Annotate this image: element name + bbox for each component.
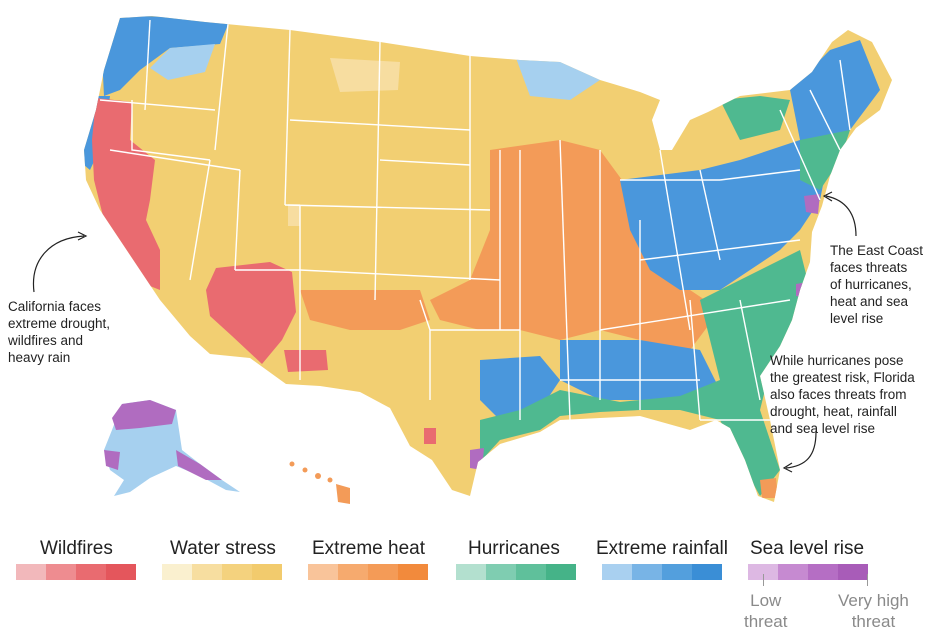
hawaii xyxy=(289,461,350,504)
legend-swatch xyxy=(486,564,516,580)
legend-extreme-heat: Extreme heat xyxy=(308,538,428,580)
legend-wildfires: Wildfires xyxy=(16,538,136,580)
region-upper-midwest-ice xyxy=(516,58,600,100)
region-pacific-northwest-rainfall xyxy=(100,16,230,96)
region-midwest-heat xyxy=(430,140,720,350)
legend-title: Sea level rise xyxy=(750,538,865,559)
california-annotation: California faces extreme drought, wildfi… xyxy=(8,299,111,365)
california-arrowhead xyxy=(77,231,88,241)
region-gulf-coast-sea-level xyxy=(470,448,484,470)
east-coast-annotation: The East Coast faces threats of hurrican… xyxy=(830,243,924,326)
legend-swatch xyxy=(546,564,576,580)
florida-arrow xyxy=(785,431,817,469)
east-coast-arrowhead xyxy=(822,191,833,202)
state-borders xyxy=(99,19,851,421)
legend-sea-level-rise: Sea level rise xyxy=(748,538,868,580)
legend-swatch xyxy=(192,564,222,580)
region-florida-keys-heat xyxy=(760,478,778,498)
legend-swatch xyxy=(838,564,868,580)
alaska-sea-level-north xyxy=(112,400,176,430)
region-new-england-hurricane xyxy=(800,130,850,190)
legend-water-stress: Water stress xyxy=(162,538,282,580)
legend-title: Extreme rainfall xyxy=(596,538,728,559)
california-arrow xyxy=(32,235,85,293)
florida-arrowhead xyxy=(782,462,793,473)
region-mid-atlantic-sea-level xyxy=(804,194,820,214)
high-threat-tick xyxy=(867,574,868,586)
low-threat-tick xyxy=(763,574,764,586)
legend-extreme-rainfall: Extreme rainfall xyxy=(596,538,728,580)
legend-swatch xyxy=(662,564,692,580)
legend-hurricanes: Hurricanes xyxy=(456,538,576,580)
legend-swatch xyxy=(516,564,546,580)
legend-swatch xyxy=(106,564,136,580)
region-southern-plains-heat xyxy=(300,290,430,330)
legend-swatch xyxy=(456,564,486,580)
legend-title: Wildfires xyxy=(40,538,113,559)
legend-swatch xyxy=(308,564,338,580)
region-utah-light-spot xyxy=(288,204,300,226)
alaska xyxy=(104,400,240,496)
very-high-threat-label: Very high threat xyxy=(838,591,909,631)
legend-swatch xyxy=(808,564,838,580)
region-california-wildfire xyxy=(92,98,160,290)
legend-title: Hurricanes xyxy=(468,538,560,559)
region-northern-plains-light xyxy=(330,58,400,92)
us-climate-threat-map xyxy=(32,16,892,504)
florida-annotation: While hurricanes pose the greatest risk,… xyxy=(770,353,915,436)
region-east-rainfall xyxy=(620,140,830,290)
east-coast-arrow xyxy=(825,195,857,237)
region-carolina-sea-level xyxy=(796,282,808,298)
region-new-mexico-wildfire-patch xyxy=(284,350,328,372)
legend-swatch xyxy=(398,564,428,580)
region-northwest-light-rain xyxy=(150,44,215,80)
legend-swatch xyxy=(632,564,662,580)
legend-swatch xyxy=(748,564,778,580)
legend-title: Extreme heat xyxy=(312,538,425,559)
region-texas-wildfire-spot xyxy=(424,428,436,444)
legend-swatch xyxy=(368,564,398,580)
legend-swatch xyxy=(162,564,192,580)
region-michigan-hurricane-green xyxy=(720,96,790,140)
legend-swatch xyxy=(76,564,106,580)
region-southwest-wildfire xyxy=(206,262,296,364)
legend-title: Water stress xyxy=(170,538,276,559)
low-threat-label: Low threat xyxy=(744,591,788,631)
legend-swatch xyxy=(252,564,282,580)
legend-swatch xyxy=(778,564,808,580)
legend-swatch xyxy=(222,564,252,580)
alaska-sea-level-west xyxy=(104,450,120,470)
legend-swatch xyxy=(46,564,76,580)
alaska-sea-level-south xyxy=(176,450,222,480)
legend-swatch xyxy=(692,564,722,580)
legend-swatch xyxy=(16,564,46,580)
legend-swatch xyxy=(602,564,632,580)
legend-swatch xyxy=(338,564,368,580)
